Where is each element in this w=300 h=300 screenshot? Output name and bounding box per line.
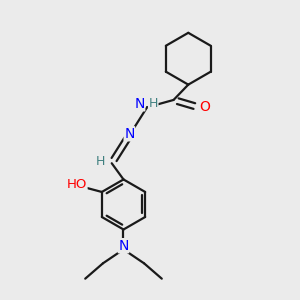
Text: H: H [148,97,158,110]
Text: HO: HO [67,178,87,191]
Text: O: O [200,100,211,114]
Text: H: H [96,155,105,168]
Text: N: N [134,97,145,111]
Text: N: N [118,239,129,253]
Text: N: N [124,127,135,141]
